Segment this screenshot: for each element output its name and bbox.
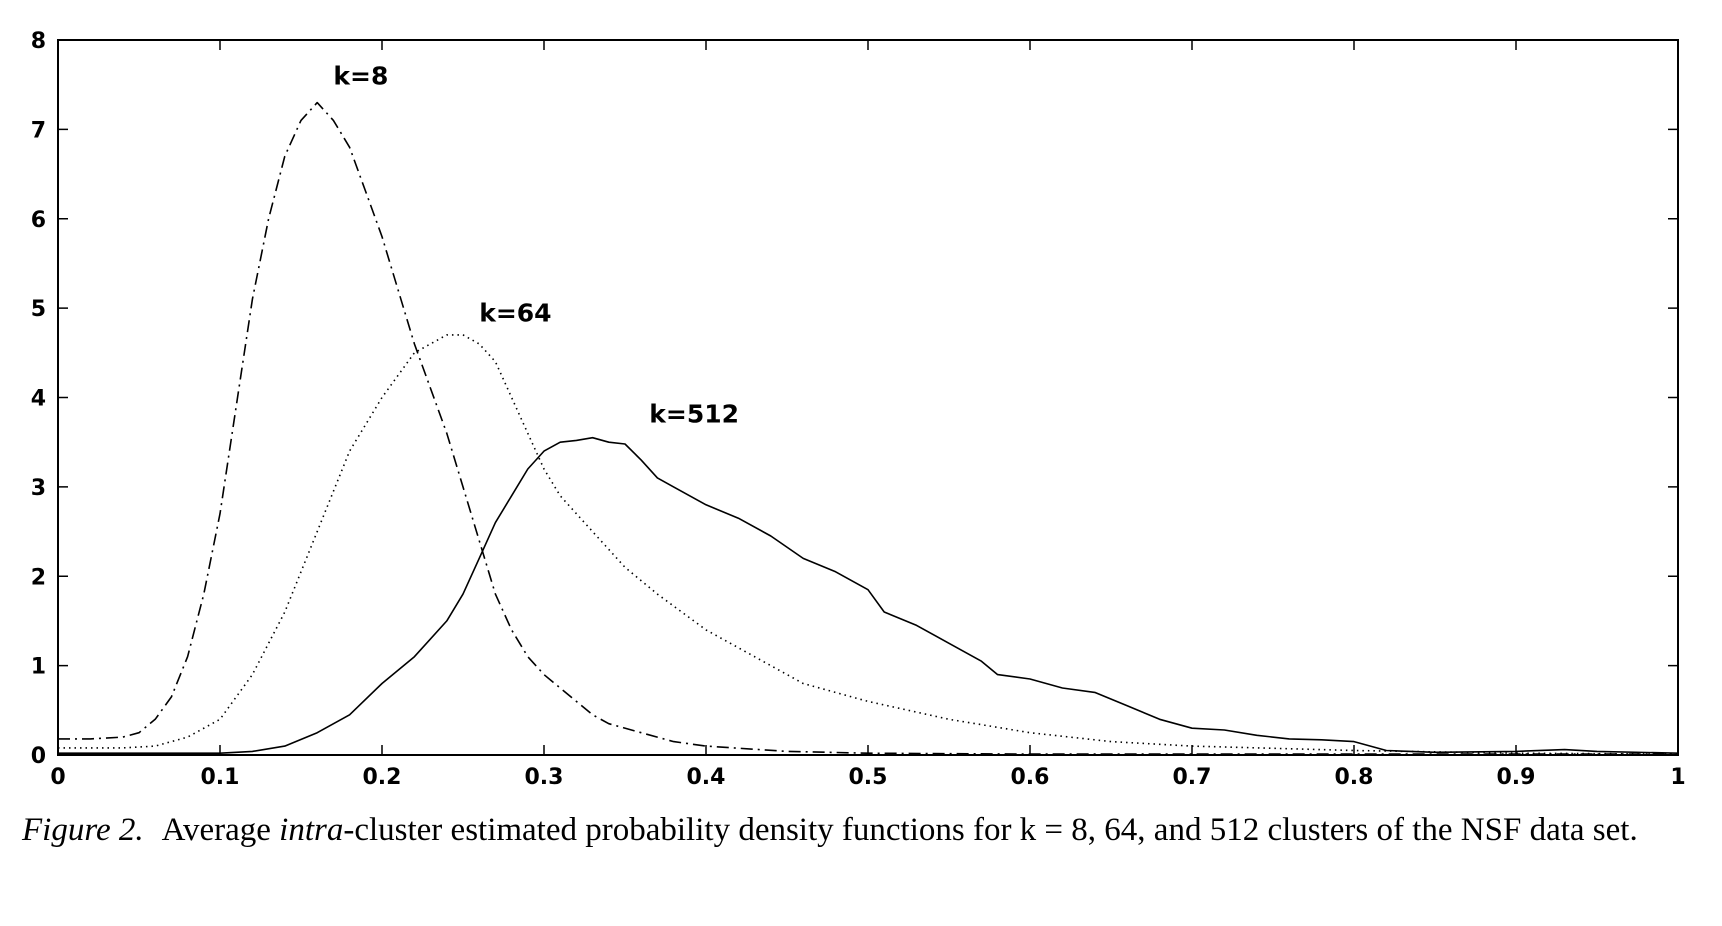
y-tick-label: 1	[31, 655, 46, 680]
y-tick-label: 0	[31, 744, 46, 769]
y-tick-label: 5	[31, 297, 46, 322]
x-tick-label: 0	[50, 765, 65, 790]
x-tick-label: 0.3	[525, 765, 564, 790]
series-annotations: k=8 k=64 k=512	[333, 62, 739, 429]
axis-ticks: 0 0.1 0.2 0.3 0.4 0.5 0.6 0.7 0.8 0.9 1 0 1 2 3 4 5 6 7 8	[31, 29, 1686, 790]
series-label-k-512: k=512	[649, 400, 739, 429]
series-label-k-8: k=8	[333, 62, 388, 91]
y-tick-label: 6	[31, 208, 46, 233]
caption-text-emphasis: intra	[279, 812, 344, 848]
series-line-k-8	[58, 101, 1678, 755]
caption-text-1: Average	[161, 812, 280, 848]
x-tick-label: 0.2	[363, 765, 402, 790]
series-lines	[58, 101, 1679, 755]
x-tick-label: 1	[1670, 765, 1685, 790]
y-tick-label: 3	[31, 476, 46, 501]
x-tick-label: 0.4	[687, 765, 726, 790]
caption-label: Figure 2.	[22, 812, 144, 848]
x-tick-label: 0.5	[849, 765, 888, 790]
y-tick-label: 4	[31, 387, 46, 412]
figure-caption: Figure 2. Average intra-cluster estimated…	[22, 808, 1712, 852]
density-line-chart: 0 0.1 0.2 0.3 0.4 0.5 0.6 0.7 0.8 0.9 1 0 1 2 3 4 5 6 7 8 k…	[31, 29, 1686, 790]
y-tick-label: 2	[31, 565, 46, 590]
x-tick-label: 0.8	[1335, 765, 1374, 790]
plot-frame	[57, 39, 1679, 756]
x-tick-label: 0.6	[1011, 765, 1050, 790]
x-tick-label: 0.9	[1497, 765, 1536, 790]
y-tick-label: 8	[31, 29, 46, 54]
x-tick-label: 0.1	[201, 765, 240, 790]
series-line-k-512	[58, 436, 1679, 754]
series-line-k-64	[58, 334, 1679, 755]
y-tick-label: 7	[31, 118, 46, 143]
axes-frame	[57, 39, 1679, 756]
series-label-k-64: k=64	[479, 299, 551, 328]
x-tick-label: 0.7	[1173, 765, 1212, 790]
caption-text-2: -cluster estimated probability density f…	[343, 812, 1638, 848]
